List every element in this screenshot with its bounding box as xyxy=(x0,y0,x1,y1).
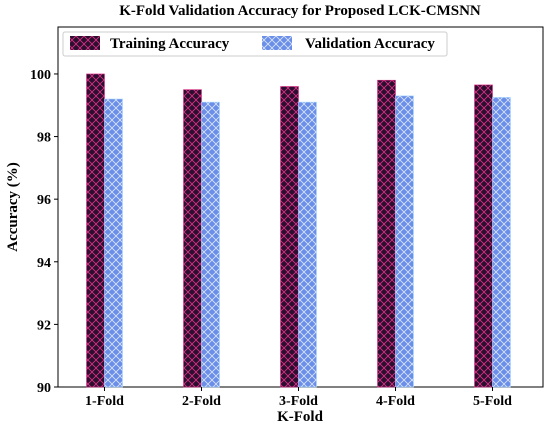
legend-swatch-training xyxy=(70,36,100,50)
x-tick-label: 2-Fold xyxy=(182,394,221,409)
y-tick-label: 98 xyxy=(37,131,51,146)
y-tick-label: 96 xyxy=(37,193,51,208)
x-tick-label: 5-Fold xyxy=(473,394,512,409)
y-axis: 90 92 94 96 98 100 xyxy=(30,68,58,396)
y-tick-label: 94 xyxy=(37,256,51,271)
x-tick-label: 4-Fold xyxy=(376,394,415,409)
x-tick-label: 3-Fold xyxy=(279,394,318,409)
x-axis-label: K-Fold xyxy=(277,409,323,425)
y-axis-label: Accuracy (%) xyxy=(5,162,21,252)
legend-swatch-validation xyxy=(262,36,292,50)
y-tick-label: 100 xyxy=(30,68,51,83)
x-axis: 1-Fold 2-Fold 3-Fold 4-Fold 5-Fold xyxy=(85,387,512,409)
bar-training-3-fold xyxy=(280,86,299,388)
bar-training-4-fold xyxy=(377,79,396,388)
bar-training-2-fold xyxy=(183,89,202,388)
legend-box xyxy=(62,31,448,57)
y-tick-label: 90 xyxy=(37,381,51,396)
chart-title: K-Fold Validation Accuracy for Proposed … xyxy=(119,3,481,19)
bar-validation-3-fold xyxy=(298,101,317,388)
bar-validation-5-fold xyxy=(492,97,511,388)
legend: Training Accuracy Validation Accuracy xyxy=(62,31,448,57)
legend-label-validation: Validation Accuracy xyxy=(305,36,435,52)
y-tick-label: 92 xyxy=(37,318,51,333)
bar-training-1-fold xyxy=(86,73,105,388)
bar-training-5-fold xyxy=(474,84,493,388)
bars-layer xyxy=(86,73,511,388)
legend-label-training: Training Accuracy xyxy=(110,36,230,52)
bar-validation-4-fold xyxy=(395,95,414,388)
x-tick-label: 1-Fold xyxy=(85,394,124,409)
bar-validation-1-fold xyxy=(104,98,123,388)
bar-validation-2-fold xyxy=(201,101,220,388)
